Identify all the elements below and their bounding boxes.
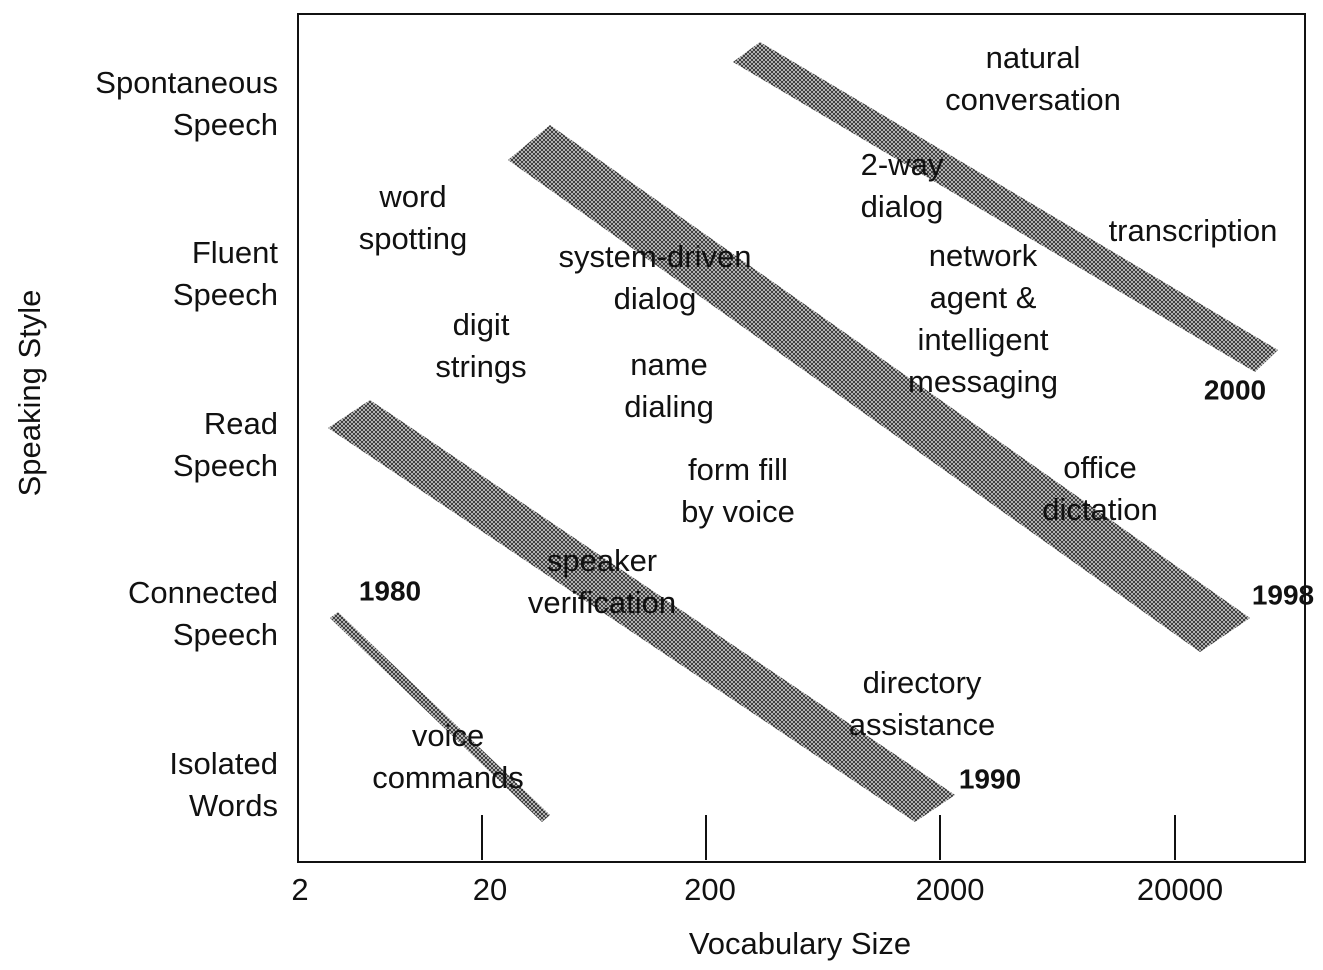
annotation: system-driven [559,239,752,274]
era-bands [328,42,1278,822]
x-axis-title: Vocabulary Size [689,926,911,961]
annotation: transcription [1109,213,1278,248]
annotation: dialog [614,281,697,316]
annotation: directory [863,665,982,700]
annotation: agent & [930,280,1037,315]
annotation: form fill [688,452,788,487]
year-label: 1990 [959,763,1021,794]
y-category-label: Speech [173,617,278,652]
annotation: spotting [359,221,468,256]
y-category-label: Read [204,406,278,441]
x-tick-label: 200 [684,872,736,907]
annotation: verification [528,585,676,620]
annotation: dialing [624,389,714,424]
annotation: by voice [681,494,795,529]
annotation: word [378,179,446,214]
y-category-label: Isolated [169,746,278,781]
y-axis-title: Speaking Style [12,290,47,497]
annotation: dialog [861,189,944,224]
annotation: dictation [1042,492,1157,527]
y-category-label: Spontaneous [95,65,278,100]
x-tick-label: 2000 [916,872,985,907]
y-category-label: Speech [173,107,278,142]
annotation: commands [372,760,524,795]
y-category-label: Speech [173,448,278,483]
x-tick-label: 20 [473,872,507,907]
annotation: office [1063,450,1137,485]
annotation: assistance [849,707,995,742]
annotation: natural [986,40,1081,75]
annotation: messaging [908,364,1058,399]
year-label: 1998 [1252,579,1314,610]
x-tick-label: 2 [291,872,308,907]
year-label: 2000 [1204,374,1266,405]
annotation: strings [435,349,526,384]
x-ticks [481,815,1176,860]
annotation: name [630,347,708,382]
y-category-label: Fluent [192,235,279,270]
annotation: voice [412,718,484,753]
year-label: 1980 [359,575,421,606]
y-category-label: Words [189,788,278,823]
annotation: network [929,238,1038,273]
x-tick-label: 20000 [1137,872,1223,907]
annotation: intelligent [918,322,1049,357]
annotation: conversation [945,82,1121,117]
annotation: digit [453,307,510,342]
plot-frame [297,13,1306,863]
y-category-label: Connected [128,575,278,610]
annotation: 2-way [861,147,944,182]
annotation: speaker [547,543,657,578]
y-category-label: Speech [173,277,278,312]
